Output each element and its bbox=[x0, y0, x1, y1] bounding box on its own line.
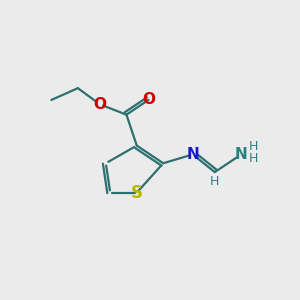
Text: S: S bbox=[131, 184, 143, 202]
Text: H: H bbox=[210, 175, 220, 188]
Text: H: H bbox=[249, 152, 258, 165]
Text: O: O bbox=[142, 92, 155, 107]
Text: N: N bbox=[235, 147, 248, 162]
Text: N: N bbox=[186, 147, 199, 162]
Text: H: H bbox=[249, 140, 258, 153]
Text: O: O bbox=[93, 97, 106, 112]
